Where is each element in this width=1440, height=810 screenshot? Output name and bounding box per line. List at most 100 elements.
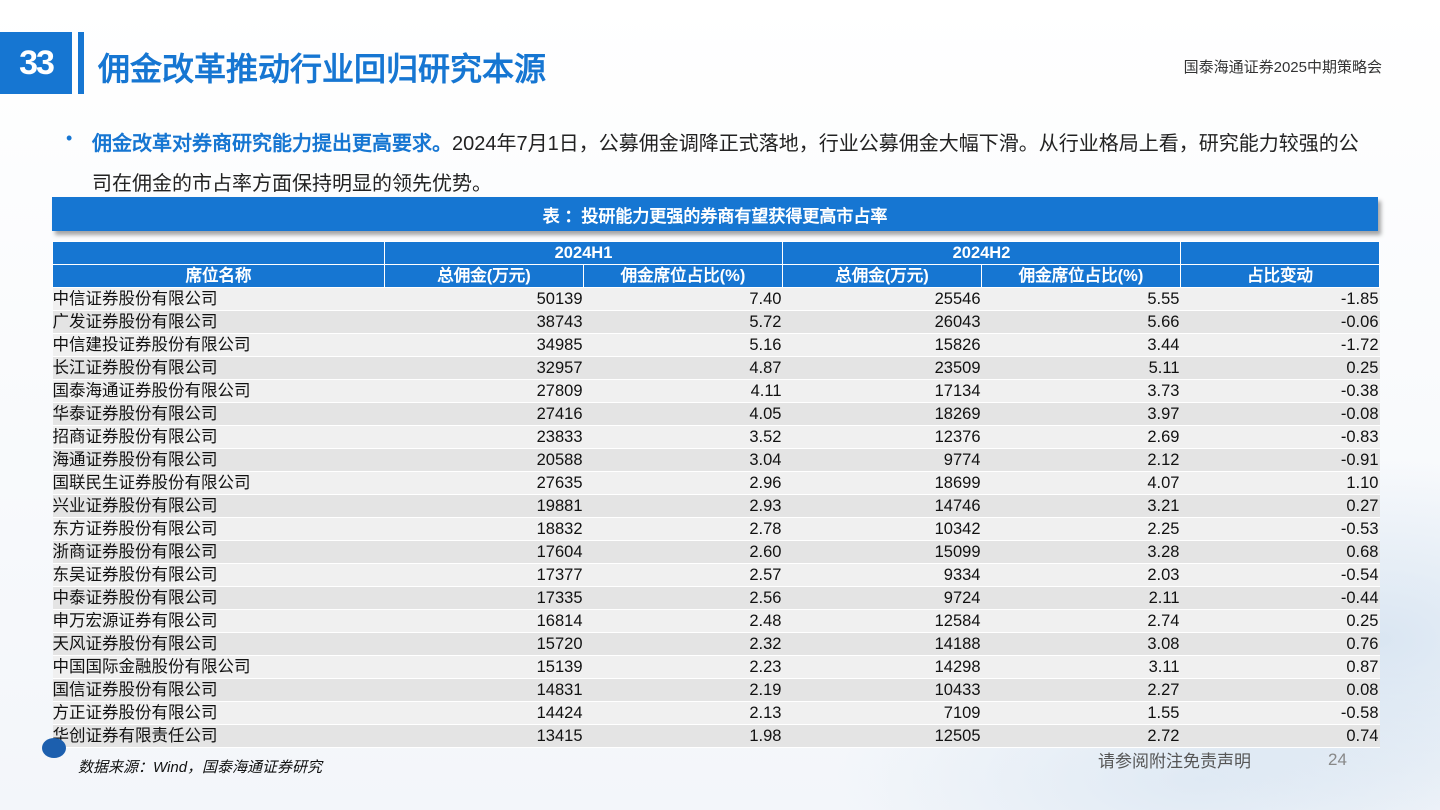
broker-name-cell: 兴业证券股份有限公司 bbox=[52, 494, 385, 518]
value-cell: 2.56 bbox=[583, 586, 783, 610]
value-cell: -0.54 bbox=[1180, 563, 1380, 587]
value-cell: -1.72 bbox=[1180, 333, 1380, 357]
value-cell: 14424 bbox=[384, 701, 584, 725]
value-cell: -0.44 bbox=[1180, 586, 1380, 610]
broker-name-cell: 广发证券股份有限公司 bbox=[52, 310, 385, 334]
value-cell: 9724 bbox=[782, 586, 982, 610]
value-cell: -0.53 bbox=[1180, 517, 1380, 541]
value-cell: 17134 bbox=[782, 379, 982, 403]
value-cell: 23509 bbox=[782, 356, 982, 380]
value-cell: 2.12 bbox=[981, 448, 1181, 472]
table-row: 海通证券股份有限公司 20588 3.04 9774 2.12 -0.91 bbox=[52, 448, 1380, 472]
group-header-empty bbox=[1180, 241, 1380, 265]
value-cell: 18832 bbox=[384, 517, 584, 541]
value-cell: 2.74 bbox=[981, 609, 1181, 633]
value-cell: 26043 bbox=[782, 310, 982, 334]
broker-name-cell: 中信建投证券股份有限公司 bbox=[52, 333, 385, 357]
value-cell: 0.27 bbox=[1180, 494, 1380, 518]
value-cell: 1.98 bbox=[583, 724, 783, 748]
disclaimer-text: 请参阅附注免责声明 bbox=[1098, 752, 1251, 771]
table-row: 兴业证券股份有限公司 19881 2.93 14746 3.21 0.27 bbox=[52, 494, 1380, 518]
column-header: 席位名称 bbox=[52, 264, 385, 288]
column-header: 总佣金(万元) bbox=[384, 264, 584, 288]
page-title: 佣金改革推动行业回归研究本源 bbox=[98, 51, 547, 87]
column-header: 佣金席位占比(%) bbox=[981, 264, 1181, 288]
value-cell: 2.25 bbox=[981, 517, 1181, 541]
column-header: 占比变动 bbox=[1180, 264, 1380, 288]
table-row: 国泰海通证券股份有限公司 27809 4.11 17134 3.73 -0.38 bbox=[52, 379, 1380, 403]
broker-name-cell: 长江证券股份有限公司 bbox=[52, 356, 385, 380]
value-cell: 12584 bbox=[782, 609, 982, 633]
value-cell: 16814 bbox=[384, 609, 584, 633]
value-cell: 14188 bbox=[782, 632, 982, 656]
value-cell: 13415 bbox=[384, 724, 584, 748]
table-row: 长江证券股份有限公司 32957 4.87 23509 5.11 0.25 bbox=[52, 356, 1380, 380]
table-body: 中信证券股份有限公司 50139 7.40 25546 5.55 -1.85 广发证券股份有… bbox=[52, 287, 1380, 748]
value-cell: 2.93 bbox=[583, 494, 783, 518]
value-cell: 5.11 bbox=[981, 356, 1181, 380]
value-cell: 3.73 bbox=[981, 379, 1181, 403]
value-cell: 3.44 bbox=[981, 333, 1181, 357]
value-cell: -0.91 bbox=[1180, 448, 1380, 472]
broker-name-cell: 东方证券股份有限公司 bbox=[52, 517, 385, 541]
column-header: 总佣金(万元) bbox=[782, 264, 982, 288]
value-cell: 15099 bbox=[782, 540, 982, 564]
value-cell: 3.97 bbox=[981, 402, 1181, 426]
value-cell: 7.40 bbox=[583, 287, 783, 311]
value-cell: 7109 bbox=[782, 701, 982, 725]
value-cell: 2.13 bbox=[583, 701, 783, 725]
table-row: 方正证券股份有限公司 14424 2.13 7109 1.55 -0.58 bbox=[52, 701, 1380, 725]
value-cell: 34985 bbox=[384, 333, 584, 357]
value-cell: -0.83 bbox=[1180, 425, 1380, 449]
value-cell: 2.69 bbox=[981, 425, 1181, 449]
value-cell: 2.19 bbox=[583, 678, 783, 702]
company-logo bbox=[42, 738, 232, 760]
table-row: 招商证券股份有限公司 23833 3.52 12376 2.69 -0.83 bbox=[52, 425, 1380, 449]
bullet-paragraph: 佣金改革对券商研究能力提出更高要求。2024年7月1日，公募佣金调降正式落地，行… bbox=[92, 124, 1372, 204]
value-cell: 17604 bbox=[384, 540, 584, 564]
table-row: 国信证券股份有限公司 14831 2.19 10433 2.27 0.08 bbox=[52, 678, 1380, 702]
table-row: 东吴证券股份有限公司 17377 2.57 9334 2.03 -0.54 bbox=[52, 563, 1380, 587]
broker-name-cell: 华创证券有限责任公司 bbox=[52, 724, 385, 748]
table-row: 中国国际金融股份有限公司 15139 2.23 14298 3.11 0.87 bbox=[52, 655, 1380, 679]
broker-name-cell: 中泰证券股份有限公司 bbox=[52, 586, 385, 610]
table-row: 华创证券有限责任公司 13415 1.98 12505 2.72 0.74 bbox=[52, 724, 1380, 748]
value-cell: 5.66 bbox=[981, 310, 1181, 334]
value-cell: 2.78 bbox=[583, 517, 783, 541]
event-label: 国泰海通证券2025中期策略会 bbox=[1183, 59, 1382, 76]
broker-name-cell: 天风证券股份有限公司 bbox=[52, 632, 385, 656]
value-cell: 12505 bbox=[782, 724, 982, 748]
value-cell: 4.11 bbox=[583, 379, 783, 403]
broker-name-cell: 东吴证券股份有限公司 bbox=[52, 563, 385, 587]
table-row: 国联民生证券股份有限公司 27635 2.96 18699 4.07 1.10 bbox=[52, 471, 1380, 495]
group-header-h1: 2024H1 bbox=[384, 241, 783, 265]
table-row: 中泰证券股份有限公司 17335 2.56 9724 2.11 -0.44 bbox=[52, 586, 1380, 610]
value-cell: 4.05 bbox=[583, 402, 783, 426]
value-cell: 25546 bbox=[782, 287, 982, 311]
value-cell: 18699 bbox=[782, 471, 982, 495]
group-header-h2: 2024H2 bbox=[782, 241, 1181, 265]
value-cell: 15720 bbox=[384, 632, 584, 656]
value-cell: -1.85 bbox=[1180, 287, 1380, 311]
value-cell: 9774 bbox=[782, 448, 982, 472]
broker-name-cell: 国信证券股份有限公司 bbox=[52, 678, 385, 702]
value-cell: 4.07 bbox=[981, 471, 1181, 495]
value-cell: 0.08 bbox=[1180, 678, 1380, 702]
value-cell: 2.57 bbox=[583, 563, 783, 587]
value-cell: 50139 bbox=[384, 287, 584, 311]
value-cell: -0.06 bbox=[1180, 310, 1380, 334]
data-source-note: 数据来源：Wind，国泰海通证券研究 bbox=[78, 759, 323, 776]
value-cell: -0.08 bbox=[1180, 402, 1380, 426]
value-cell: 3.11 bbox=[981, 655, 1181, 679]
value-cell: 4.87 bbox=[583, 356, 783, 380]
value-cell: 15139 bbox=[384, 655, 584, 679]
value-cell: -0.38 bbox=[1180, 379, 1380, 403]
value-cell: 17335 bbox=[384, 586, 584, 610]
broker-name-cell: 华泰证券股份有限公司 bbox=[52, 402, 385, 426]
value-cell: 2.23 bbox=[583, 655, 783, 679]
value-cell: 2.03 bbox=[981, 563, 1181, 587]
value-cell: 14831 bbox=[384, 678, 584, 702]
broker-name-cell: 国联民生证券股份有限公司 bbox=[52, 471, 385, 495]
value-cell: 2.60 bbox=[583, 540, 783, 564]
logo-mark-icon bbox=[42, 738, 66, 758]
